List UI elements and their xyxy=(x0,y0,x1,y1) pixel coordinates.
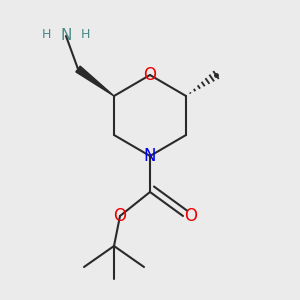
Text: N: N xyxy=(144,147,156,165)
Text: O: O xyxy=(113,207,127,225)
Text: N: N xyxy=(60,28,72,44)
Polygon shape xyxy=(76,66,114,96)
Text: O: O xyxy=(143,66,157,84)
Text: H: H xyxy=(81,28,90,41)
Text: O: O xyxy=(184,207,197,225)
Text: H: H xyxy=(42,28,51,41)
